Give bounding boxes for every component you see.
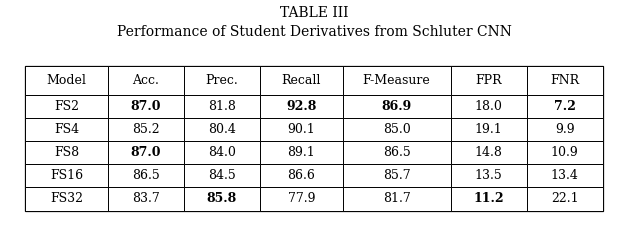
Text: 81.7: 81.7 [382,192,411,205]
Bar [25,164,107,187]
Bar [260,95,342,118]
Text: 83.7: 83.7 [132,192,160,205]
Text: 89.1: 89.1 [288,146,315,159]
Text: 92.8: 92.8 [286,100,317,113]
Text: F-Measure: F-Measure [362,73,430,87]
Text: 86.5: 86.5 [382,146,411,159]
Bar [260,66,342,95]
Bar [25,95,107,118]
Text: 13.4: 13.4 [551,169,579,182]
Bar [342,66,450,95]
Text: 81.8: 81.8 [208,100,236,113]
Bar [107,95,184,118]
Bar [25,187,107,211]
Text: 86.9: 86.9 [381,100,412,113]
Text: FS2: FS2 [54,100,79,113]
Text: 7.2: 7.2 [554,100,576,113]
Bar [450,164,527,187]
Text: 77.9: 77.9 [288,192,315,205]
Bar [107,118,184,141]
Text: FS32: FS32 [50,192,83,205]
Bar [260,187,342,211]
Text: 85.8: 85.8 [207,192,237,205]
Text: 87.0: 87.0 [131,146,161,159]
Bar [342,95,450,118]
Bar [527,118,603,141]
Bar [260,141,342,164]
Text: Performance of Student Derivatives from Schluter CNN: Performance of Student Derivatives from … [117,25,511,39]
Text: 19.1: 19.1 [475,123,502,136]
Bar [527,66,603,95]
Text: 85.7: 85.7 [382,169,410,182]
Text: FS4: FS4 [54,123,79,136]
Text: 22.1: 22.1 [551,192,578,205]
Bar [107,187,184,211]
Text: TABLE III: TABLE III [279,6,349,20]
Text: 86.6: 86.6 [288,169,315,182]
Bar [450,95,527,118]
Text: 11.2: 11.2 [474,192,504,205]
Bar [450,141,527,164]
Text: 84.5: 84.5 [208,169,236,182]
Text: 86.5: 86.5 [132,169,160,182]
Bar [184,118,260,141]
Bar [107,66,184,95]
Bar [184,141,260,164]
Bar [450,66,527,95]
Bar [450,118,527,141]
Text: 85.2: 85.2 [132,123,160,136]
Bar [342,141,450,164]
Text: 90.1: 90.1 [288,123,315,136]
Text: Acc.: Acc. [133,73,159,87]
Bar [260,118,342,141]
Bar [184,164,260,187]
Bar [342,187,450,211]
Bar [450,187,527,211]
Text: 84.0: 84.0 [208,146,236,159]
Text: Prec.: Prec. [205,73,238,87]
Text: FS16: FS16 [50,169,83,182]
Text: Recall: Recall [281,73,321,87]
Bar [527,95,603,118]
Text: 80.4: 80.4 [208,123,236,136]
Bar [184,66,260,95]
Bar [107,164,184,187]
Text: FS8: FS8 [54,146,79,159]
Text: 87.0: 87.0 [131,100,161,113]
Bar [342,118,450,141]
Text: 13.5: 13.5 [475,169,502,182]
Bar [260,164,342,187]
Text: 9.9: 9.9 [555,123,575,136]
Bar [107,141,184,164]
Bar [25,141,107,164]
Bar [184,187,260,211]
Bar [527,164,603,187]
Text: Model: Model [46,73,86,87]
Text: 14.8: 14.8 [475,146,502,159]
Bar [184,95,260,118]
Bar [25,118,107,141]
Text: 85.0: 85.0 [382,123,411,136]
Text: FPR: FPR [475,73,502,87]
Bar [25,66,603,211]
Text: 10.9: 10.9 [551,146,578,159]
Text: FNR: FNR [550,73,580,87]
Text: 18.0: 18.0 [475,100,502,113]
Bar [342,164,450,187]
Bar [25,66,107,95]
Bar [527,141,603,164]
Bar [527,187,603,211]
